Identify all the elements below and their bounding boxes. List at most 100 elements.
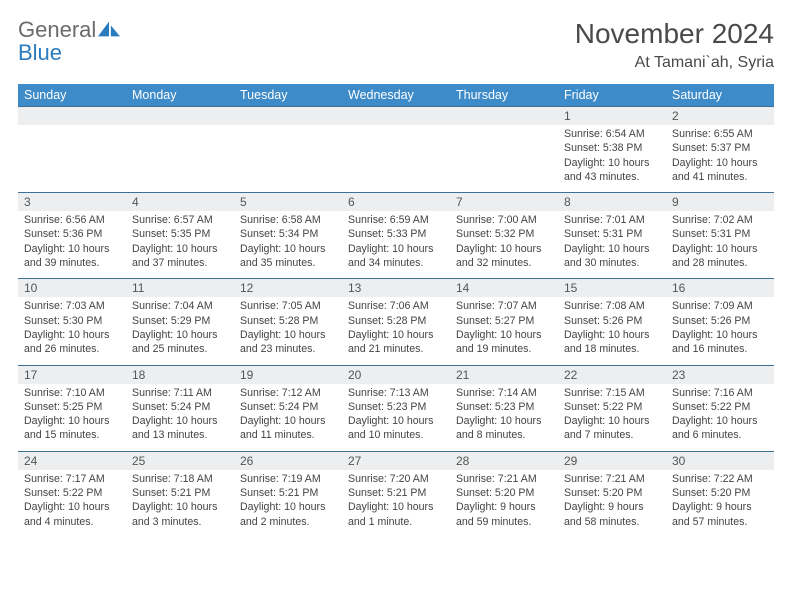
- day-number-cell: 21: [450, 365, 558, 384]
- weekday-header: Friday: [558, 84, 666, 107]
- day-number-cell: 19: [234, 365, 342, 384]
- day-number-cell: 6: [342, 193, 450, 212]
- day-number-cell: 25: [126, 451, 234, 470]
- day-detail-cell: Sunrise: 7:01 AMSunset: 5:31 PMDaylight:…: [558, 211, 666, 279]
- day-detail-cell: [342, 125, 450, 193]
- day-detail-cell: Sunrise: 7:21 AMSunset: 5:20 PMDaylight:…: [558, 470, 666, 537]
- day-detail-cell: Sunrise: 7:04 AMSunset: 5:29 PMDaylight:…: [126, 297, 234, 365]
- day-number-cell: [450, 107, 558, 126]
- weekday-header: Saturday: [666, 84, 774, 107]
- day-detail-cell: Sunrise: 7:22 AMSunset: 5:20 PMDaylight:…: [666, 470, 774, 537]
- day-number-cell: 8: [558, 193, 666, 212]
- location: At Tamani`ah, Syria: [575, 54, 774, 72]
- day-detail-cell: Sunrise: 6:58 AMSunset: 5:34 PMDaylight:…: [234, 211, 342, 279]
- daynum-row: 3456789: [18, 193, 774, 212]
- logo-text: General Blue: [18, 18, 120, 64]
- day-detail-cell: Sunrise: 7:15 AMSunset: 5:22 PMDaylight:…: [558, 384, 666, 452]
- calendar-body: 12Sunrise: 6:54 AMSunset: 5:38 PMDayligh…: [18, 107, 774, 537]
- weekday-header: Monday: [126, 84, 234, 107]
- day-detail-cell: Sunrise: 7:21 AMSunset: 5:20 PMDaylight:…: [450, 470, 558, 537]
- daynum-row: 10111213141516: [18, 279, 774, 298]
- detail-row: Sunrise: 6:54 AMSunset: 5:38 PMDaylight:…: [18, 125, 774, 193]
- daynum-row: 24252627282930: [18, 451, 774, 470]
- calendar-page: General Blue November 2024 At Tamani`ah,…: [0, 0, 792, 547]
- detail-row: Sunrise: 7:03 AMSunset: 5:30 PMDaylight:…: [18, 297, 774, 365]
- day-number-cell: 9: [666, 193, 774, 212]
- weekday-header: Wednesday: [342, 84, 450, 107]
- day-detail-cell: Sunrise: 7:02 AMSunset: 5:31 PMDaylight:…: [666, 211, 774, 279]
- day-detail-cell: Sunrise: 6:56 AMSunset: 5:36 PMDaylight:…: [18, 211, 126, 279]
- day-number-cell: 27: [342, 451, 450, 470]
- month-title: November 2024: [575, 18, 774, 50]
- daynum-row: 17181920212223: [18, 365, 774, 384]
- logo-word1: General: [18, 17, 96, 42]
- day-detail-cell: Sunrise: 6:57 AMSunset: 5:35 PMDaylight:…: [126, 211, 234, 279]
- day-number-cell: 14: [450, 279, 558, 298]
- day-detail-cell: Sunrise: 7:10 AMSunset: 5:25 PMDaylight:…: [18, 384, 126, 452]
- day-number-cell: [126, 107, 234, 126]
- day-number-cell: 18: [126, 365, 234, 384]
- day-number-cell: 10: [18, 279, 126, 298]
- day-detail-cell: Sunrise: 7:17 AMSunset: 5:22 PMDaylight:…: [18, 470, 126, 537]
- day-detail-cell: Sunrise: 7:12 AMSunset: 5:24 PMDaylight:…: [234, 384, 342, 452]
- day-detail-cell: Sunrise: 7:13 AMSunset: 5:23 PMDaylight:…: [342, 384, 450, 452]
- day-detail-cell: [234, 125, 342, 193]
- day-detail-cell: [450, 125, 558, 193]
- day-detail-cell: Sunrise: 6:59 AMSunset: 5:33 PMDaylight:…: [342, 211, 450, 279]
- day-detail-cell: Sunrise: 7:05 AMSunset: 5:28 PMDaylight:…: [234, 297, 342, 365]
- day-detail-cell: [18, 125, 126, 193]
- day-detail-cell: Sunrise: 7:16 AMSunset: 5:22 PMDaylight:…: [666, 384, 774, 452]
- day-number-cell: 4: [126, 193, 234, 212]
- day-detail-cell: Sunrise: 7:00 AMSunset: 5:32 PMDaylight:…: [450, 211, 558, 279]
- day-number-cell: 12: [234, 279, 342, 298]
- day-number-cell: 28: [450, 451, 558, 470]
- day-number-cell: 13: [342, 279, 450, 298]
- weekday-header: Tuesday: [234, 84, 342, 107]
- day-number-cell: 2: [666, 107, 774, 126]
- day-number-cell: 17: [18, 365, 126, 384]
- day-detail-cell: Sunrise: 7:08 AMSunset: 5:26 PMDaylight:…: [558, 297, 666, 365]
- day-detail-cell: Sunrise: 7:09 AMSunset: 5:26 PMDaylight:…: [666, 297, 774, 365]
- day-number-cell: 26: [234, 451, 342, 470]
- weekday-header-row: SundayMondayTuesdayWednesdayThursdayFrid…: [18, 84, 774, 107]
- sail-icon: [98, 21, 120, 37]
- calendar-table: SundayMondayTuesdayWednesdayThursdayFrid…: [18, 84, 774, 537]
- day-detail-cell: Sunrise: 7:03 AMSunset: 5:30 PMDaylight:…: [18, 297, 126, 365]
- day-detail-cell: Sunrise: 7:06 AMSunset: 5:28 PMDaylight:…: [342, 297, 450, 365]
- day-detail-cell: Sunrise: 7:20 AMSunset: 5:21 PMDaylight:…: [342, 470, 450, 537]
- logo: General Blue: [18, 18, 120, 64]
- day-number-cell: 3: [18, 193, 126, 212]
- day-number-cell: 24: [18, 451, 126, 470]
- header: General Blue November 2024 At Tamani`ah,…: [18, 18, 774, 72]
- day-number-cell: 29: [558, 451, 666, 470]
- detail-row: Sunrise: 7:10 AMSunset: 5:25 PMDaylight:…: [18, 384, 774, 452]
- day-number-cell: 7: [450, 193, 558, 212]
- day-detail-cell: Sunrise: 7:07 AMSunset: 5:27 PMDaylight:…: [450, 297, 558, 365]
- day-number-cell: 30: [666, 451, 774, 470]
- daynum-row: 12: [18, 107, 774, 126]
- day-number-cell: 16: [666, 279, 774, 298]
- detail-row: Sunrise: 6:56 AMSunset: 5:36 PMDaylight:…: [18, 211, 774, 279]
- day-number-cell: 11: [126, 279, 234, 298]
- weekday-header: Thursday: [450, 84, 558, 107]
- day-number-cell: [342, 107, 450, 126]
- weekday-header: Sunday: [18, 84, 126, 107]
- day-number-cell: 22: [558, 365, 666, 384]
- day-detail-cell: Sunrise: 7:19 AMSunset: 5:21 PMDaylight:…: [234, 470, 342, 537]
- day-detail-cell: Sunrise: 7:18 AMSunset: 5:21 PMDaylight:…: [126, 470, 234, 537]
- day-number-cell: 5: [234, 193, 342, 212]
- day-number-cell: [234, 107, 342, 126]
- title-block: November 2024 At Tamani`ah, Syria: [575, 18, 774, 72]
- day-detail-cell: Sunrise: 6:54 AMSunset: 5:38 PMDaylight:…: [558, 125, 666, 193]
- detail-row: Sunrise: 7:17 AMSunset: 5:22 PMDaylight:…: [18, 470, 774, 537]
- day-number-cell: 23: [666, 365, 774, 384]
- day-detail-cell: Sunrise: 6:55 AMSunset: 5:37 PMDaylight:…: [666, 125, 774, 193]
- day-detail-cell: [126, 125, 234, 193]
- day-detail-cell: Sunrise: 7:14 AMSunset: 5:23 PMDaylight:…: [450, 384, 558, 452]
- day-detail-cell: Sunrise: 7:11 AMSunset: 5:24 PMDaylight:…: [126, 384, 234, 452]
- day-number-cell: [18, 107, 126, 126]
- logo-word2: Blue: [18, 40, 62, 65]
- day-number-cell: 1: [558, 107, 666, 126]
- day-number-cell: 20: [342, 365, 450, 384]
- day-number-cell: 15: [558, 279, 666, 298]
